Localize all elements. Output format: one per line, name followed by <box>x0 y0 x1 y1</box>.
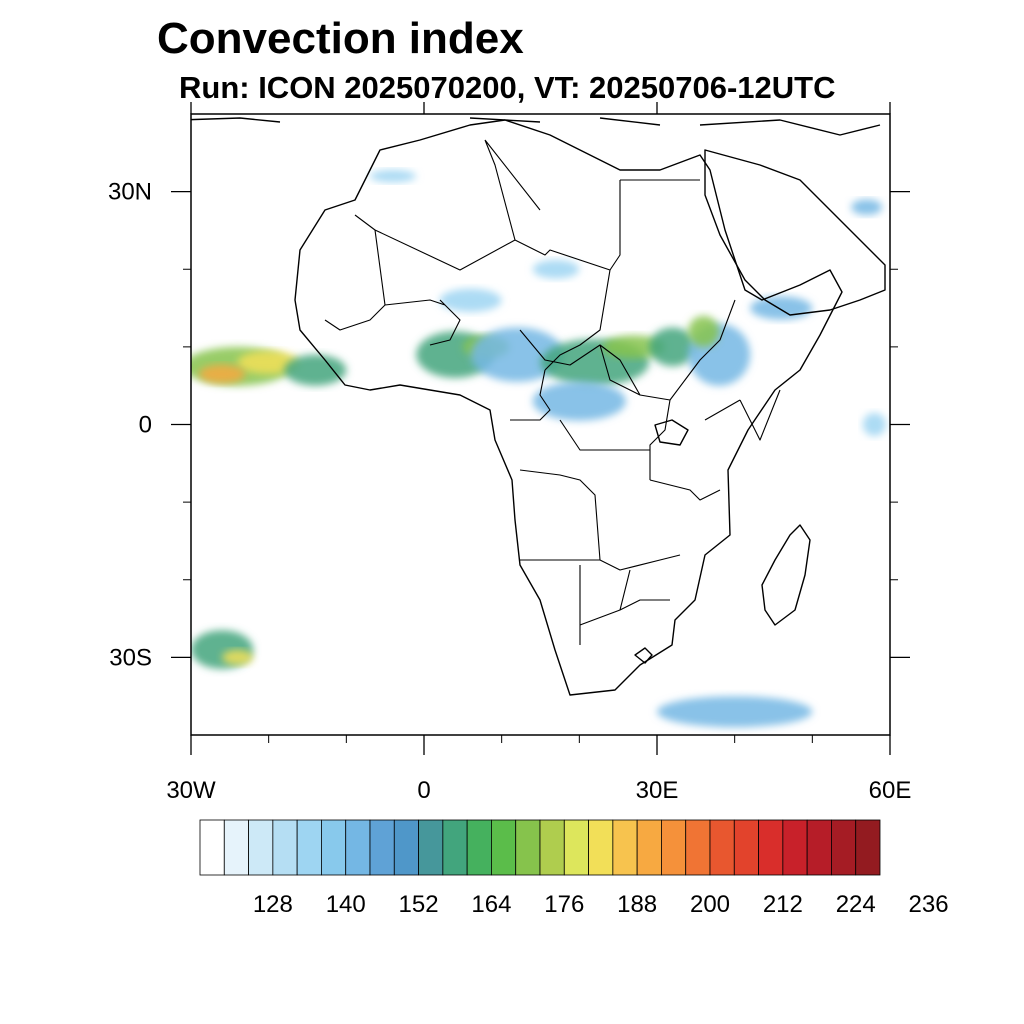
europe-coastline <box>191 117 881 136</box>
colorbar-label: 200 <box>690 891 730 918</box>
colorbar-swatch <box>393 819 419 876</box>
convection-cell <box>750 296 813 320</box>
convection-cell <box>470 327 564 382</box>
colorbar-swatch <box>515 819 541 876</box>
colorbar-swatch <box>758 819 784 876</box>
colorbar-swatch <box>709 819 735 876</box>
colorbar-swatch <box>321 819 347 876</box>
convection-cell <box>198 364 246 384</box>
colorbar-label: 164 <box>471 891 511 918</box>
colorbar-label: 176 <box>544 891 584 918</box>
convection-cell <box>237 350 300 375</box>
colorbar-swatch <box>612 819 638 876</box>
colorbar-swatch <box>248 819 274 876</box>
colorbar-swatch <box>345 819 371 876</box>
colorbar-swatch <box>296 819 322 876</box>
colorbar-label: 188 <box>617 891 657 918</box>
colorbar-swatch <box>442 819 468 876</box>
lat-tick-label: 0 <box>139 412 152 439</box>
colorbar-swatch <box>685 819 711 876</box>
colorbar-label: 212 <box>763 891 803 918</box>
colorbar-label: 140 <box>326 891 366 918</box>
lon-tick-label: 30W <box>166 777 216 804</box>
axis-ticks: 30W 0 30E 60E 30N 0 30S <box>108 102 911 804</box>
arabia-coastline <box>704 149 886 316</box>
convection-cell <box>532 381 626 421</box>
africa-coastline <box>294 119 843 696</box>
lat-tick-label: 30S <box>109 644 152 671</box>
map-subtitle: Run: ICON 2025070200, VT: 20250706-12UTC <box>179 70 836 105</box>
colorbar-label: 224 <box>836 891 876 918</box>
colorbar-swatch <box>855 819 881 876</box>
convection-cell <box>602 335 665 359</box>
country-borders <box>324 139 781 645</box>
colorbar-swatch <box>588 819 614 876</box>
convection-cell <box>649 327 696 367</box>
convection-cell <box>532 259 580 279</box>
coastlines-borders <box>191 117 886 696</box>
lat-tick-label: 30N <box>108 179 152 206</box>
lon-tick-label: 30E <box>636 777 679 804</box>
colorbar-swatch <box>636 819 662 876</box>
madagascar-coastline <box>761 524 811 626</box>
lesotho <box>634 647 653 664</box>
map-title: Convection index <box>157 14 524 63</box>
colorbar-swatch <box>369 819 395 876</box>
lon-tick-label: 60E <box>869 777 912 804</box>
colorbar-swatch <box>733 819 759 876</box>
convection-cell <box>657 696 813 728</box>
colorbar-swatch <box>661 819 687 876</box>
convection-cell <box>369 169 417 183</box>
colorbar-swatch <box>563 819 589 876</box>
convection-cell <box>688 315 720 347</box>
colorbar-swatch <box>806 819 832 876</box>
colorbar-swatch <box>272 819 298 876</box>
colorbar-label: 152 <box>399 891 439 918</box>
convection-cell <box>222 649 254 666</box>
convection-cell <box>851 199 883 215</box>
convection-cell <box>439 288 502 312</box>
colorbar-label: 128 <box>253 891 293 918</box>
convection-cell <box>284 354 347 386</box>
colorbar-swatch <box>782 819 808 876</box>
colorbar-swatch <box>223 819 249 876</box>
colorbar-swatch <box>539 819 565 876</box>
lake-victoria <box>654 419 689 446</box>
colorbar-label: 236 <box>909 891 949 918</box>
colorbar-swatch <box>491 819 517 876</box>
colorbar-swatch <box>466 819 492 876</box>
plot-frame <box>190 113 891 736</box>
colorbar-swatch <box>831 819 857 876</box>
colorbar-swatch <box>418 819 444 876</box>
lon-tick-label: 0 <box>417 777 430 804</box>
convection-cell <box>862 412 887 437</box>
convection-field <box>191 169 887 728</box>
colorbar: 128 140 152 164 176 188 200 212 224 236 <box>199 819 949 918</box>
colorbar-swatch <box>199 819 225 876</box>
